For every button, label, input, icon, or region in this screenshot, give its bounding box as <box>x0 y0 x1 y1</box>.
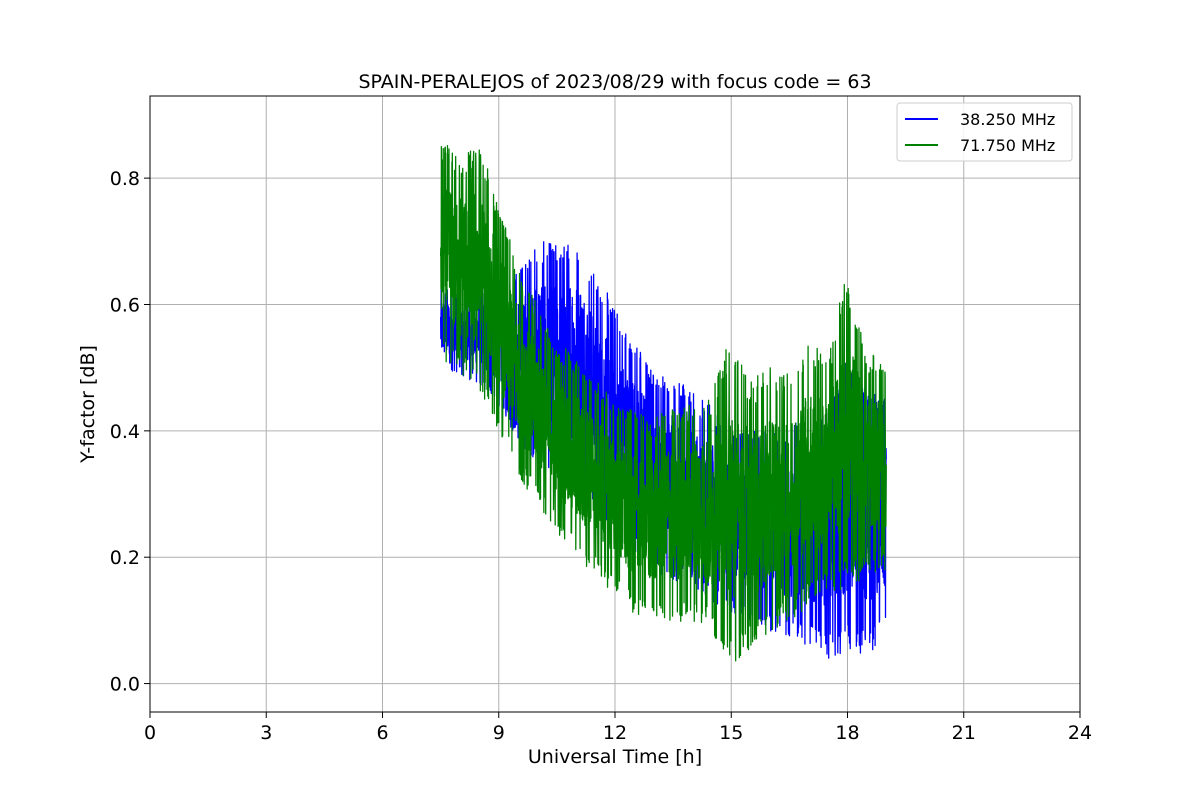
x-tick-label: 24 <box>1068 722 1092 744</box>
legend-label-38250: 38.250 MHz <box>960 110 1055 129</box>
y-axis-label: Y-factor [dB] <box>77 345 99 464</box>
ticks: 0 3 6 9 12 15 18 21 24 0.0 0.2 0.4 0.6 0.8 <box>110 168 1092 744</box>
legend-label-71750: 71.750 MHz <box>960 136 1055 155</box>
x-tick-label: 12 <box>603 722 627 744</box>
y-tick-label: 0.6 <box>110 294 140 316</box>
x-tick-label: 18 <box>835 722 859 744</box>
y-tick-label: 0.2 <box>110 547 140 569</box>
series-line-71-750-mhz <box>439 145 887 662</box>
x-tick-label: 21 <box>952 722 976 744</box>
x-tick-label: 9 <box>493 722 505 744</box>
x-tick-label: 0 <box>144 722 156 744</box>
x-axis-label: Universal Time [h] <box>528 746 702 768</box>
legend-box <box>896 102 1073 162</box>
y-tick-label: 0.0 <box>110 674 140 696</box>
y-tick-label: 0.8 <box>110 168 140 190</box>
x-tick-label: 3 <box>260 722 272 744</box>
x-tick-label: 15 <box>719 722 743 744</box>
x-tick-label: 6 <box>376 722 388 744</box>
chart-title: SPAIN-PERALEJOS of 2023/08/29 with focus… <box>358 71 871 93</box>
plot-area <box>439 145 887 662</box>
legend: 38.250 MHz 71.750 MHz <box>896 102 1073 162</box>
y-tick-label: 0.4 <box>110 421 140 443</box>
